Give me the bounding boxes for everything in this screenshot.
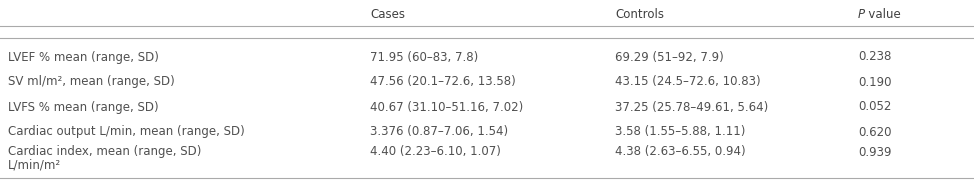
Text: 3.58 (1.55–5.88, 1.11): 3.58 (1.55–5.88, 1.11) — [615, 126, 745, 139]
Text: 0.190: 0.190 — [858, 76, 891, 88]
Text: 3.376 (0.87–7.06, 1.54): 3.376 (0.87–7.06, 1.54) — [370, 126, 508, 139]
Text: Controls: Controls — [615, 7, 664, 21]
Text: 4.40 (2.23–6.10, 1.07): 4.40 (2.23–6.10, 1.07) — [370, 145, 501, 159]
Text: 40.67 (31.10–51.16, 7.02): 40.67 (31.10–51.16, 7.02) — [370, 100, 523, 114]
Text: 4.38 (2.63–6.55, 0.94): 4.38 (2.63–6.55, 0.94) — [615, 145, 746, 159]
Text: Cases: Cases — [370, 7, 405, 21]
Text: SV ml/m², mean (range, SD): SV ml/m², mean (range, SD) — [8, 76, 174, 88]
Text: 43.15 (24.5–72.6, 10.83): 43.15 (24.5–72.6, 10.83) — [615, 76, 761, 88]
Text: P: P — [858, 7, 865, 21]
Text: Cardiac index, mean (range, SD): Cardiac index, mean (range, SD) — [8, 145, 202, 159]
Text: 71.95 (60–83, 7.8): 71.95 (60–83, 7.8) — [370, 50, 478, 64]
Text: Cardiac output L/min, mean (range, SD): Cardiac output L/min, mean (range, SD) — [8, 126, 244, 139]
Text: 0.052: 0.052 — [858, 100, 891, 114]
Text: 0.238: 0.238 — [858, 50, 891, 64]
Text: 37.25 (25.78–49.61, 5.64): 37.25 (25.78–49.61, 5.64) — [615, 100, 768, 114]
Text: 47.56 (20.1–72.6, 13.58): 47.56 (20.1–72.6, 13.58) — [370, 76, 516, 88]
Text: L/min/m²: L/min/m² — [8, 159, 61, 171]
Text: LVFS % mean (range, SD): LVFS % mean (range, SD) — [8, 100, 159, 114]
Text: value: value — [866, 7, 901, 21]
Text: 0.939: 0.939 — [858, 145, 891, 159]
Text: 0.620: 0.620 — [858, 126, 891, 139]
Text: LVEF % mean (range, SD): LVEF % mean (range, SD) — [8, 50, 159, 64]
Text: 69.29 (51–92, 7.9): 69.29 (51–92, 7.9) — [615, 50, 724, 64]
